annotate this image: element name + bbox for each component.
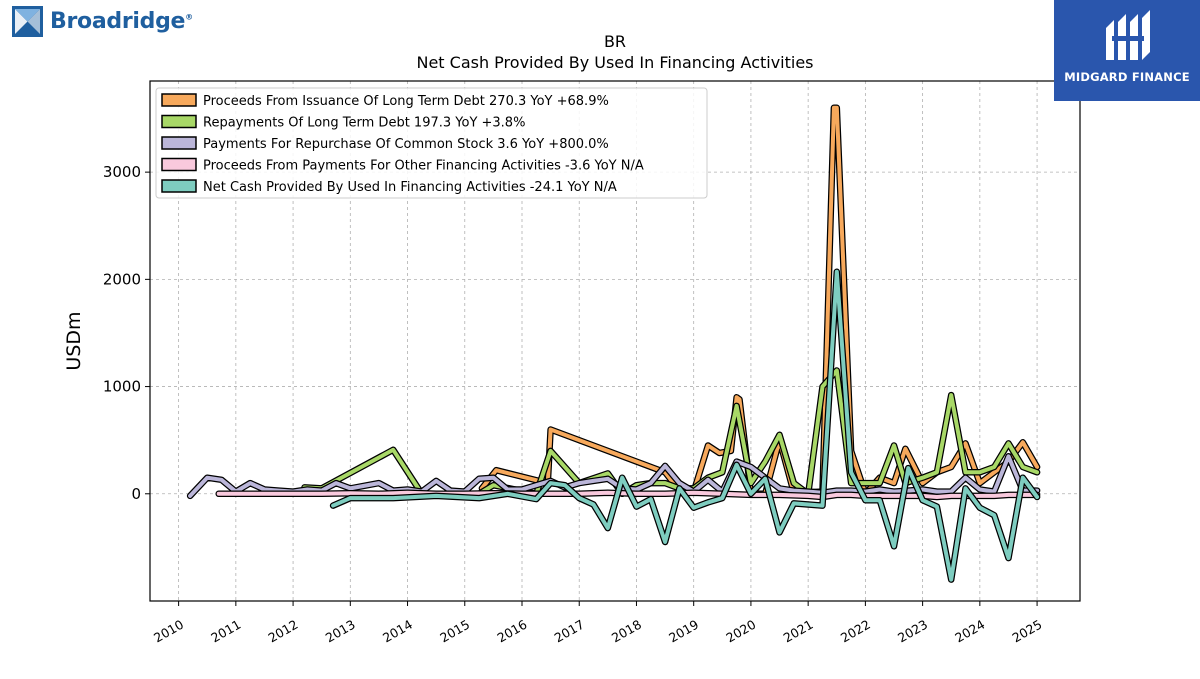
x-tick-label: 2014 [380, 617, 415, 646]
x-tick-label: 2023 [895, 617, 930, 646]
y-axis-label: USDm [63, 311, 85, 370]
y-tick-label: 3000 [103, 163, 141, 181]
y-tick-label: 0 [131, 485, 141, 503]
series-4-stroke [331, 269, 1040, 582]
x-tick-label: 2010 [151, 617, 186, 646]
legend-entry: Proceeds From Payments For Other Financi… [203, 159, 644, 174]
x-tick-label: 2012 [266, 617, 301, 646]
legend-swatch [161, 136, 197, 150]
legend-entry: Repayments Of Long Term Debt 197.3 YoY +… [203, 116, 525, 131]
y-tick-label: 1000 [103, 378, 141, 396]
chart-title: BR [604, 32, 626, 51]
broadridge-mark-icon [12, 6, 43, 37]
x-tick-label: 2022 [838, 617, 873, 646]
x-tick-label: 2021 [781, 617, 816, 646]
broadridge-logo-text: Broadridge® [50, 9, 193, 34]
legend-entry: Payments For Repurchase Of Common Stock … [203, 137, 609, 152]
legend-swatch [161, 114, 197, 129]
series-3-line [215, 489, 1041, 501]
midgard-finance-logo: MIDGARD FINANCE [1054, 0, 1200, 101]
series-3-stroke [216, 490, 1040, 499]
y-tick-label: 2000 [103, 270, 141, 288]
x-tick-label: 2025 [1010, 617, 1045, 646]
midgard-finance-text: MIDGARD FINANCE [1064, 70, 1190, 84]
x-tick-label: 2013 [323, 617, 358, 646]
x-tick-label: 2020 [723, 617, 758, 646]
plot-frame [149, 80, 1081, 602]
x-tick-label: 2019 [666, 617, 701, 646]
x-tick-label: 2011 [208, 617, 243, 646]
legend-entry: Proceeds From Issuance Of Long Term Debt… [203, 94, 609, 109]
legend-swatch [161, 93, 197, 107]
legend-swatch [161, 157, 197, 172]
legend-entry: Net Cash Provided By Used In Financing A… [203, 180, 617, 195]
x-tick-label: 2018 [609, 617, 644, 646]
legend-box [155, 87, 708, 199]
x-tick-label: 2017 [552, 617, 587, 646]
legend: Proceeds From Issuance Of Long Term Debt… [155, 87, 708, 199]
legend-swatch [161, 179, 197, 193]
chart-subtitle: Net Cash Provided By Used In Financing A… [416, 53, 813, 72]
series-4-line [329, 268, 1041, 583]
broadridge-logo: Broadridge® [12, 6, 193, 37]
x-tick-label: 2015 [437, 617, 472, 646]
x-tick-label: 2016 [494, 617, 529, 646]
midgard-mark-icon [1106, 10, 1150, 60]
x-tick-label: 2024 [952, 617, 987, 646]
